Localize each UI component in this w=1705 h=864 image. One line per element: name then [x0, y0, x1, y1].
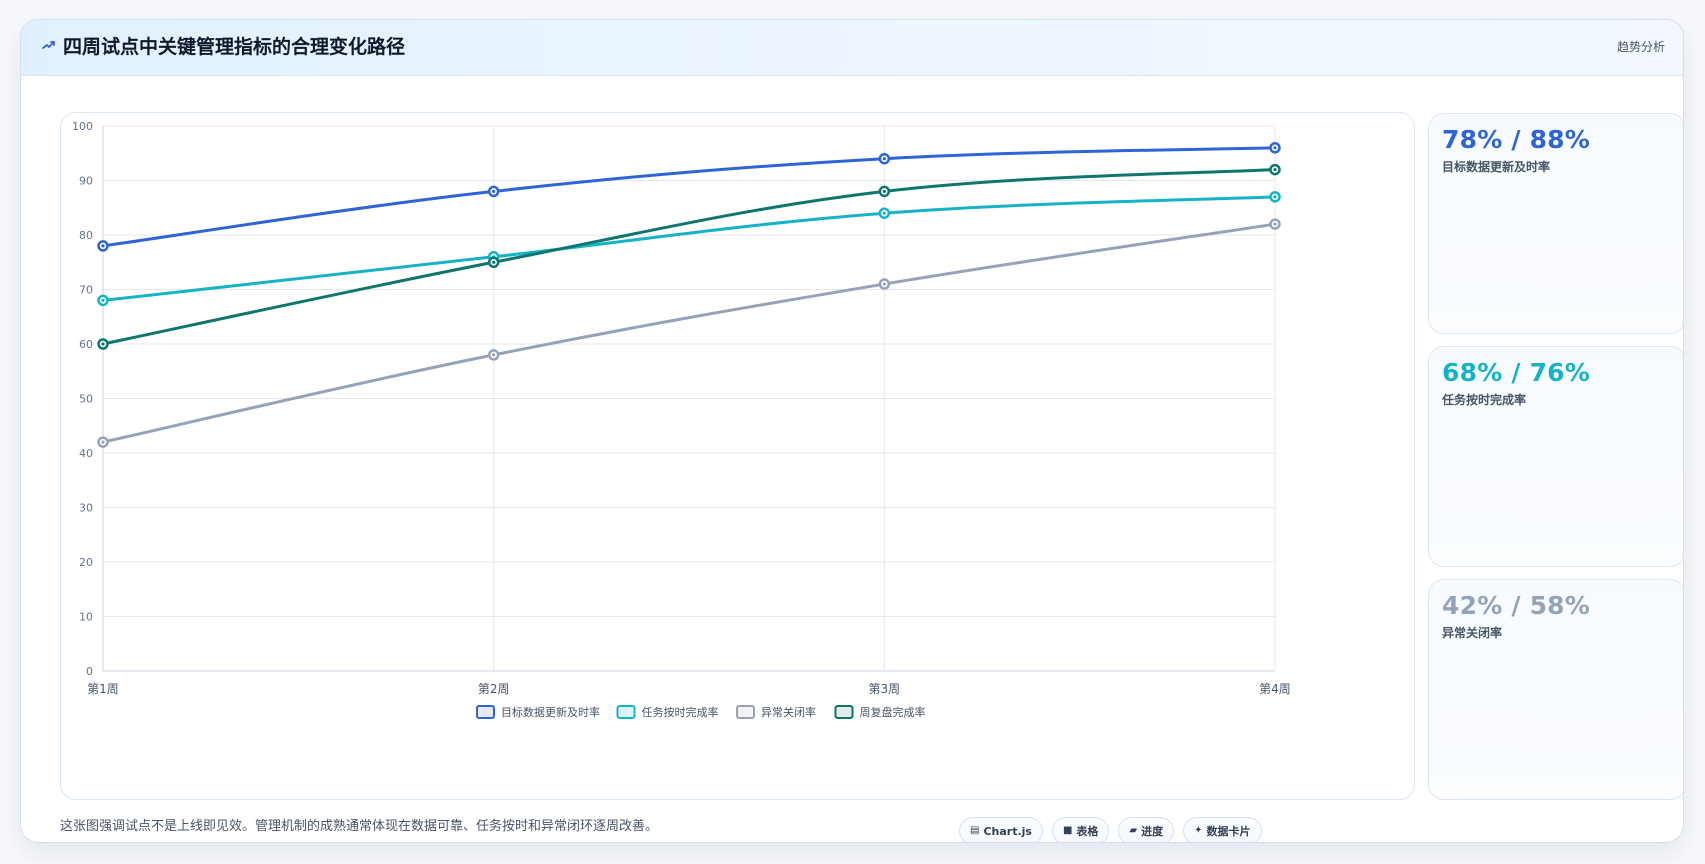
data-point-core	[882, 157, 886, 161]
table-button[interactable]: ■ 表格	[1051, 817, 1110, 842]
trend-analysis-button[interactable]: 趋势分析	[1616, 40, 1665, 54]
line-chart: 0 10 20 30 40 50 60 70 80 90 100 第1周 第2周 第3周 第4周目标数据更新…	[72, 120, 1291, 719]
y-tick-label: 30	[79, 502, 93, 515]
card-icon: ✦	[1194, 825, 1203, 836]
legend-swatch	[476, 705, 495, 719]
footer-description: 这张图强调试点不是上线即见效。管理机制的成熟通常体现在数据可靠、任务按时和异常闭…	[60, 819, 659, 834]
x-tick-label: 第2周	[478, 682, 510, 696]
data-point-core	[1273, 195, 1277, 199]
table-icon: ■	[1062, 825, 1073, 836]
legend-swatch	[834, 705, 854, 719]
progress-icon: ▰	[1129, 825, 1138, 836]
data-card-button[interactable]: ✦ 数据卡片	[1183, 817, 1262, 842]
main-panel: 四周试点中关键管理指标的合理变化路径 趋势分析 0 10 20 30 40 50 60 70 8…	[20, 19, 1684, 843]
data-point-core	[101, 298, 105, 302]
y-tick-label: 100	[72, 120, 93, 133]
data-point-core	[882, 189, 886, 193]
legend-label: 任务按时完成率	[642, 705, 719, 719]
chart-card: 0 10 20 30 40 50 60 70 80 90 100 第1周 第2周 第3周 第4周目标数据更新…	[60, 112, 1415, 800]
data-point-core	[1273, 222, 1277, 226]
series-line	[101, 168, 1277, 346]
progress-button-label: 进度	[1141, 825, 1164, 838]
page-title: 四周试点中关键管理指标的合理变化路径	[63, 36, 406, 58]
stat-card-label: 目标数据更新及时率	[1442, 160, 1551, 174]
x-tick-label: 第4周	[1259, 682, 1291, 696]
stat-card-target-update: 78% / 88% 目标数据更新及时率	[1428, 113, 1683, 334]
y-tick-label: 10	[79, 611, 93, 624]
progress-button[interactable]: ▰ 进度	[1118, 817, 1175, 842]
series-line	[101, 222, 1277, 444]
stat-card-label: 任务按时完成率	[1442, 393, 1527, 407]
data-point-core	[101, 342, 105, 346]
legend-label: 周复盘完成率	[860, 705, 926, 719]
stat-card-value: 68% / 76%	[1442, 358, 1591, 387]
legend-label: 异常关闭率	[761, 705, 816, 719]
chartjs-button-label: Chart.js	[983, 824, 1032, 838]
data-point-core	[492, 353, 496, 357]
data-point-core	[101, 244, 105, 248]
x-tick-label: 第1周	[87, 682, 119, 696]
y-tick-label: 20	[79, 556, 93, 569]
panel-header: 四周试点中关键管理指标的合理变化路径 趋势分析	[21, 20, 1683, 76]
trend-icon	[42, 41, 55, 49]
chart-icon: ▤	[970, 825, 980, 836]
footer-actions: ▤ Chart.js ■ 表格 ▰ 进度 ✦ 数据卡片	[959, 817, 1262, 842]
stat-card-value: 42% / 58%	[1442, 591, 1591, 620]
x-tick-label: 第3周	[869, 682, 901, 696]
data-point-core	[1273, 146, 1277, 150]
data-point-core	[882, 211, 886, 215]
stat-card-exception-close: 42% / 58% 异常关闭率	[1428, 579, 1683, 800]
series-line	[101, 195, 1277, 302]
table-button-label: 表格	[1076, 825, 1099, 838]
chartjs-button[interactable]: ▤ Chart.js	[959, 817, 1043, 842]
y-tick-label: 60	[79, 338, 93, 351]
y-tick-label: 70	[79, 284, 93, 297]
stat-card-task-on-time: 68% / 76% 任务按时完成率	[1428, 346, 1683, 567]
legend-swatch	[736, 705, 755, 719]
y-tick-label: 0	[86, 665, 93, 678]
legend-label: 目标数据更新及时率	[501, 705, 600, 719]
data-card-button-label: 数据卡片	[1206, 825, 1251, 838]
series-line	[101, 146, 1277, 248]
y-tick-label: 40	[79, 447, 93, 460]
data-point-core	[882, 282, 886, 286]
stat-card-value: 78% / 88%	[1442, 125, 1591, 154]
legend-swatch	[616, 705, 636, 719]
data-point-core	[492, 260, 496, 264]
y-tick-label: 90	[79, 175, 93, 188]
y-tick-label: 80	[79, 229, 93, 242]
data-point-core	[1273, 168, 1277, 172]
y-tick-label: 50	[79, 393, 93, 406]
data-point-core	[492, 189, 496, 193]
stat-card-label: 异常关闭率	[1442, 626, 1503, 640]
data-point-core	[101, 440, 105, 444]
